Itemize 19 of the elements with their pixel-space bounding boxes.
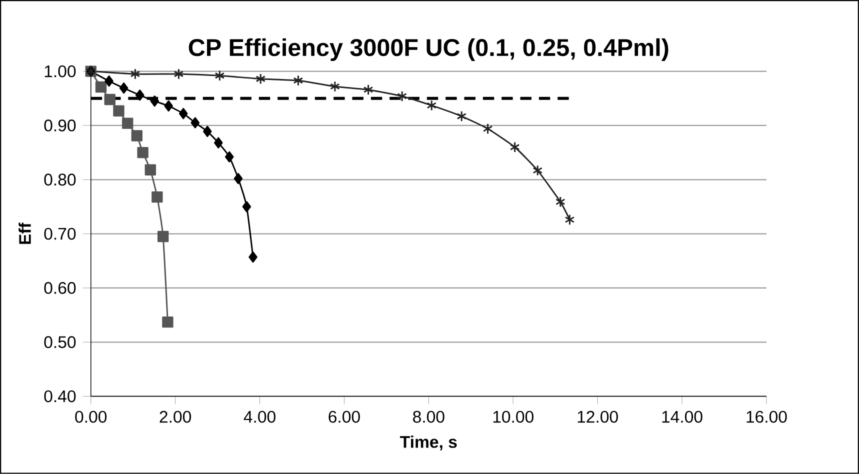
y-tick-label: 0.50 (44, 336, 76, 348)
y-axis-title: Eff (18, 222, 31, 244)
y-tick-label: 1.00 (44, 65, 76, 78)
x-tick-label: 14.00 (662, 410, 702, 423)
x-tick-label: 12.00 (578, 410, 618, 423)
x-axis-title: Time, s (400, 436, 457, 450)
y-tick-label: 0.90 (44, 120, 76, 132)
y-tick-label: 0.60 (44, 282, 76, 294)
x-tick-label: 6.00 (328, 410, 360, 423)
x-tick-label: 4.00 (244, 410, 276, 423)
x-tick-label: 10.00 (493, 410, 534, 423)
x-tick-label: 2.00 (160, 410, 192, 423)
x-tick-label: 16.00 (746, 410, 787, 423)
y-tick-label: 0.40 (44, 390, 76, 402)
y-tick-label: 0.70 (44, 228, 76, 240)
y-tick-label: 0.80 (44, 174, 76, 186)
chart-title: CP Efficiency 3000F UC (0.1, 0.25, 0.4Pml) (188, 38, 668, 62)
x-tick-label: 0.00 (75, 410, 107, 423)
x-tick-label: 8.00 (413, 410, 444, 423)
